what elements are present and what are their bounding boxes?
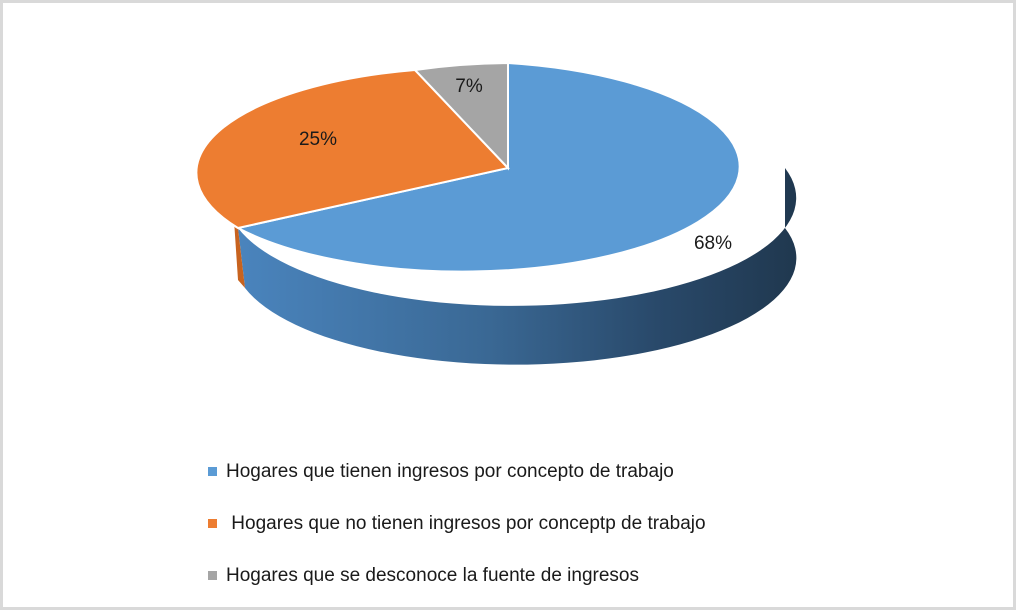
legend-label: Hogares que no tienen ingresos por conce… <box>226 512 706 534</box>
legend-item-work-income[interactable]: Hogares que tienen ingresos por concepto… <box>208 458 706 485</box>
legend-label: Hogares que se desconoce la fuente de in… <box>226 564 639 586</box>
pie-side-blue <box>238 168 797 365</box>
pie-slice-grey[interactable] <box>412 61 509 171</box>
legend-swatch-grey-icon <box>208 571 217 580</box>
legend-item-unknown-income[interactable]: Hogares que se desconoce la fuente de in… <box>208 562 706 589</box>
pie-slice-blue[interactable] <box>235 61 741 273</box>
legend-swatch-blue-icon <box>208 467 217 476</box>
slice-label-68: 68% <box>694 233 732 254</box>
slice-label-7: 7% <box>455 76 483 97</box>
slice-label-25: 25% <box>299 129 337 150</box>
legend-swatch-orange-icon <box>208 519 217 528</box>
chart-legend: Hogares que tienen ingresos por concepto… <box>208 458 706 614</box>
legend-label: Hogares que tienen ingresos por concepto… <box>226 460 674 482</box>
pie-slice-orange[interactable] <box>195 68 510 230</box>
legend-item-no-work-income[interactable]: Hogares que no tienen ingresos por conce… <box>208 510 706 537</box>
